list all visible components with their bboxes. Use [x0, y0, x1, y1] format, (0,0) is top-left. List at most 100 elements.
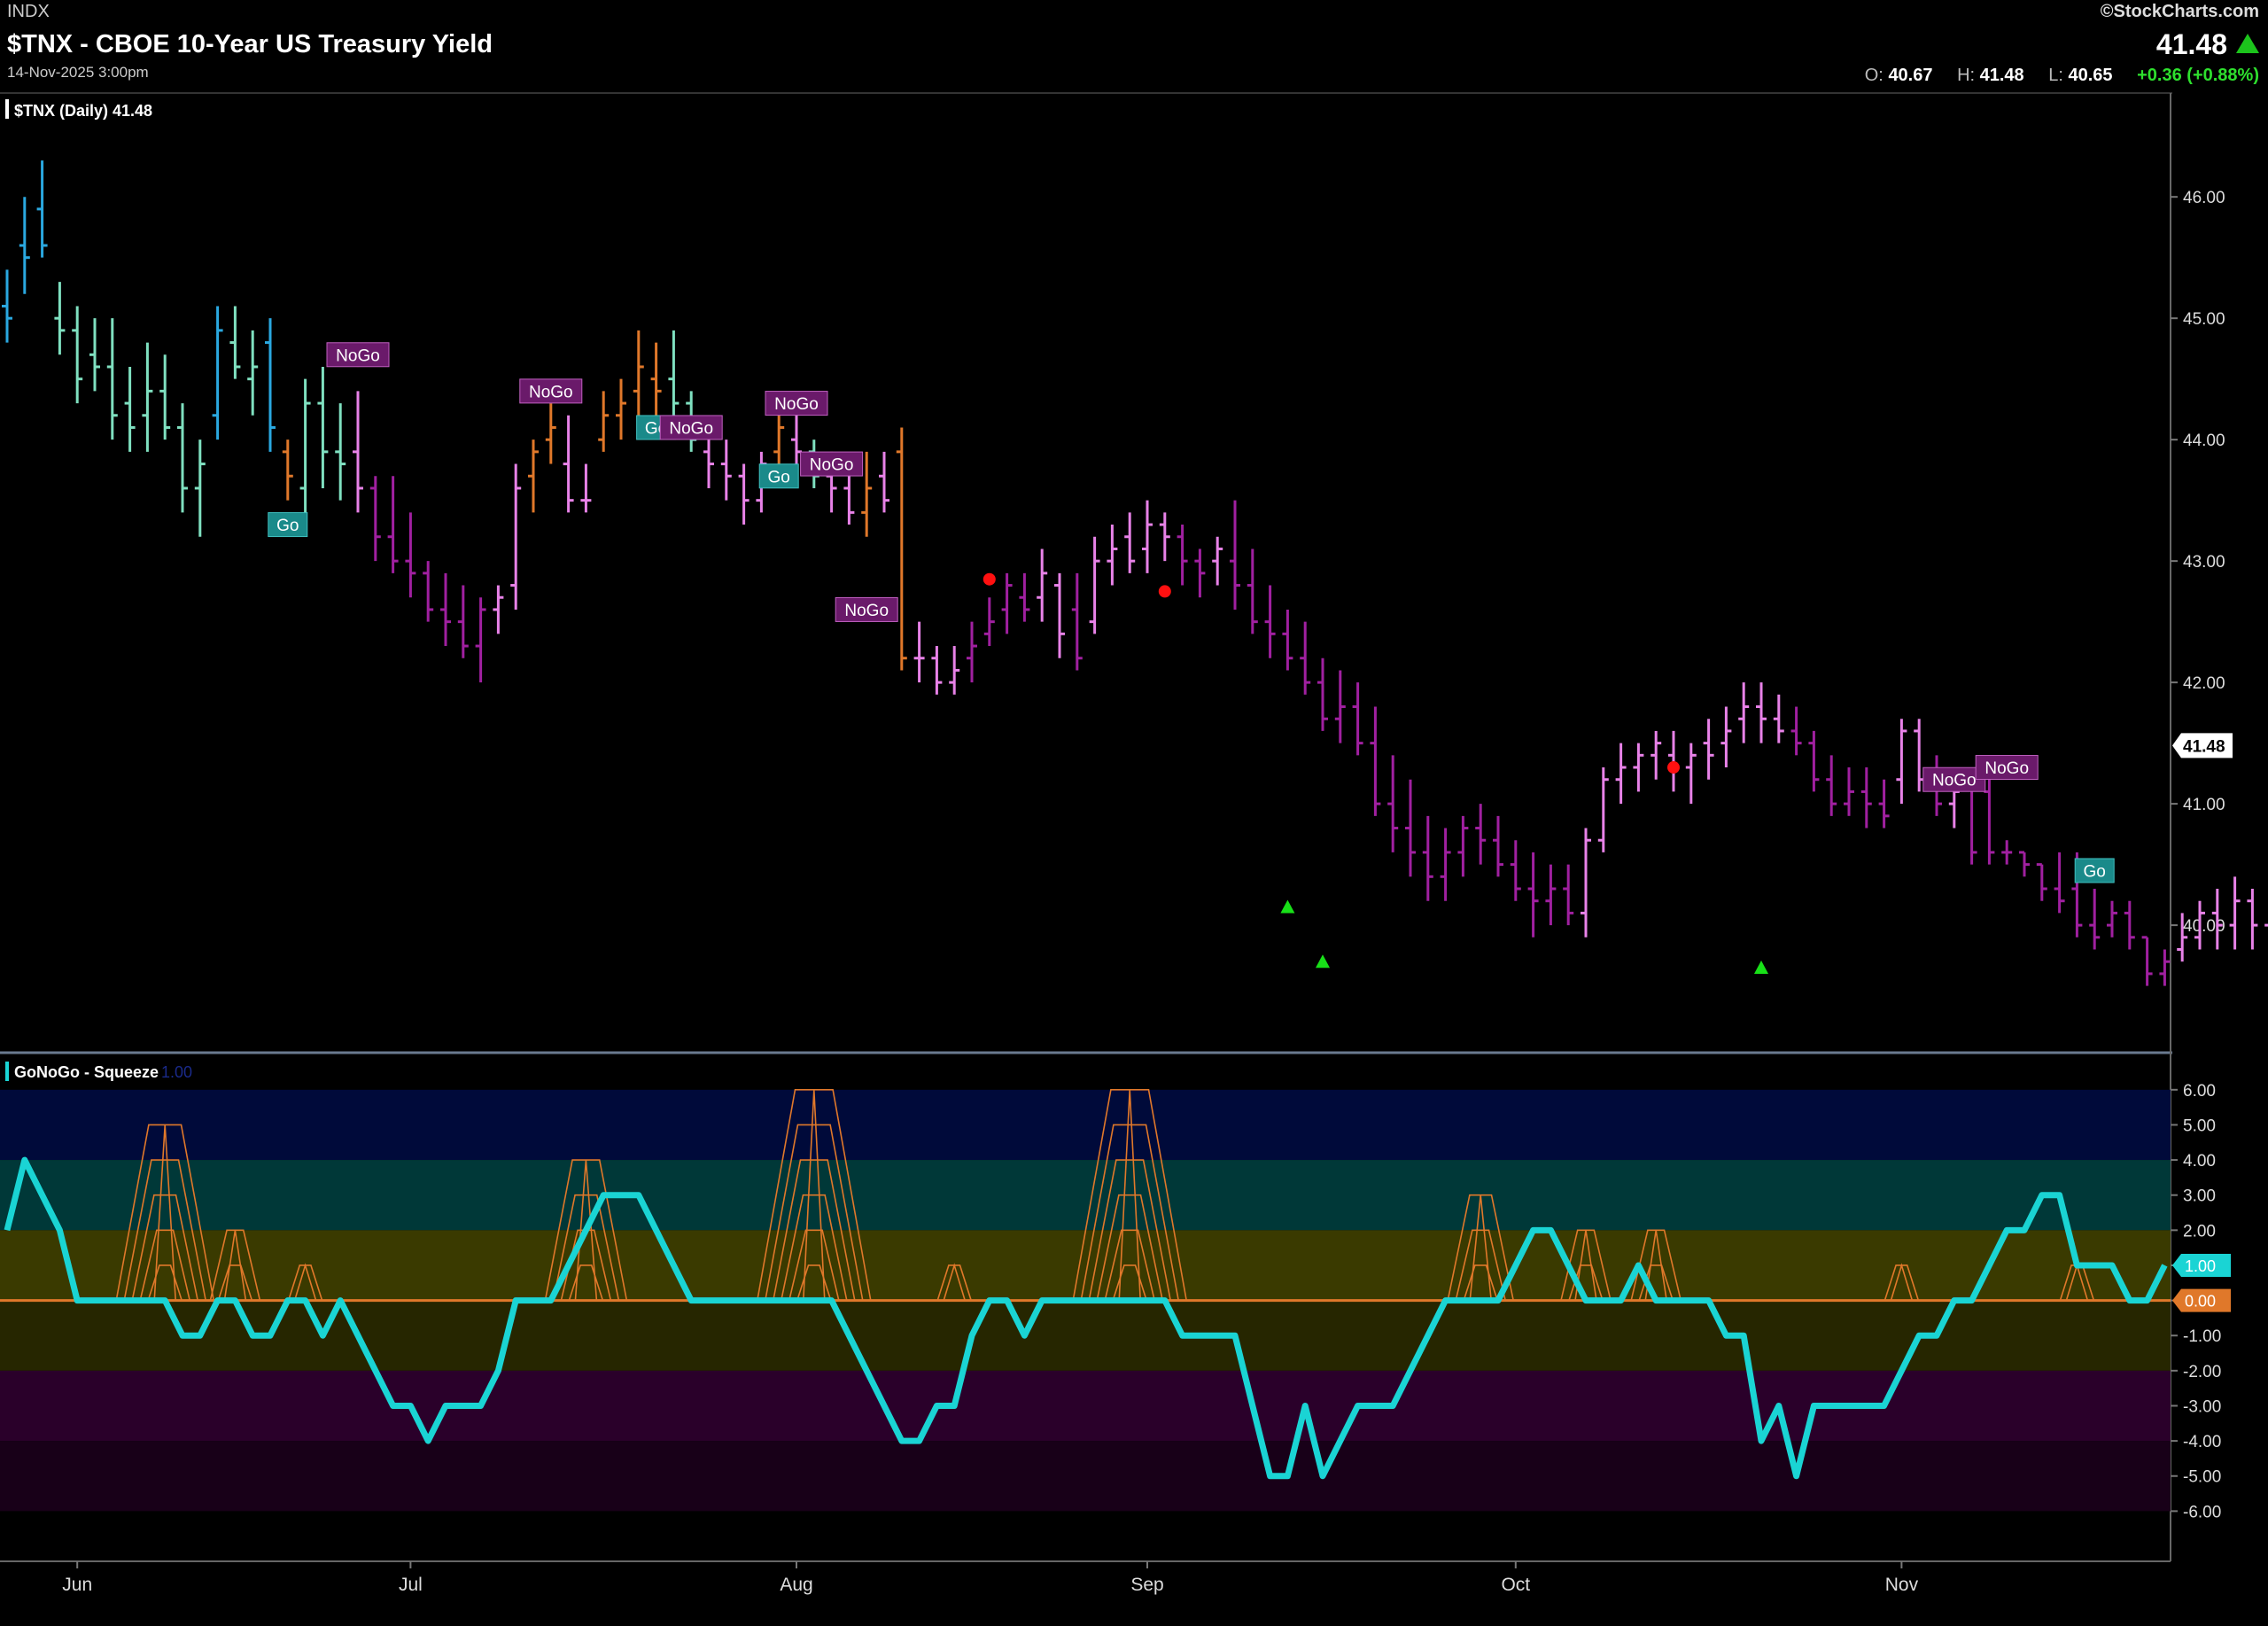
price-bar — [913, 621, 925, 683]
price-bar — [1457, 815, 1469, 877]
oscillator-band — [0, 1160, 2171, 1231]
price-bar — [1300, 621, 1311, 695]
price-bar — [299, 378, 311, 513]
price-bar — [405, 512, 416, 598]
go-label: Go — [268, 512, 308, 538]
signal-label-text: Go — [768, 468, 790, 486]
price-bar — [1773, 694, 1784, 743]
squeeze-peak — [115, 1124, 214, 1301]
price-bar — [369, 476, 381, 562]
price-bar — [54, 282, 66, 355]
price-bar — [177, 403, 188, 513]
price-bar — [580, 463, 592, 513]
price-bar — [650, 342, 662, 428]
price-bar — [335, 403, 346, 501]
change-value: +0.36 (+0.88%) — [2137, 66, 2259, 85]
price-y-tick-label: 40.00 — [2183, 917, 2225, 936]
price-bar — [1563, 864, 1574, 926]
green-triangle-marker — [1280, 899, 1295, 914]
price-bar — [2159, 949, 2171, 986]
signal-label-text: NoGo — [669, 419, 713, 438]
price-bar — [967, 621, 977, 683]
price-bar — [1194, 548, 1206, 598]
oscillator-y-tick-label: 3.00 — [2183, 1187, 2216, 1206]
price-bar — [212, 306, 223, 440]
oscillator-band — [0, 1441, 2171, 1512]
red-dot-marker — [983, 572, 996, 586]
price-bar — [2211, 889, 2223, 950]
price-bar — [2141, 936, 2153, 986]
brand-label[interactable]: ©StockCharts.com — [2100, 2, 2259, 21]
price-bar — [1896, 719, 1907, 805]
price-bar — [265, 318, 276, 452]
price-bar — [510, 463, 522, 610]
price-bar — [1282, 609, 1293, 671]
svg-text:41.48: 41.48 — [2183, 737, 2225, 756]
price-bar — [2194, 900, 2205, 950]
nogo-label: NoGo — [1975, 755, 2039, 781]
green-triangle-marker — [1754, 961, 1768, 975]
price-bar — [106, 318, 118, 440]
price-bar — [720, 440, 732, 501]
price-bar — [1633, 743, 1644, 792]
chart-datetime: 14-Nov-2025 3:00pm — [7, 64, 149, 81]
oscillator-y-tick-label: -4.00 — [2183, 1433, 2221, 1451]
price-bar — [493, 585, 504, 634]
price-bar — [1107, 525, 1118, 586]
price-bar — [2054, 852, 2065, 914]
x-axis-month-label: Jun — [62, 1575, 92, 1595]
oscillator-line — [4, 1156, 2168, 1480]
price-bar — [457, 585, 469, 658]
oscillator-y-tick-label: 5.00 — [2183, 1116, 2216, 1135]
go-label: Go — [758, 463, 799, 489]
price-bar — [440, 572, 451, 647]
oscillator-legend: GoNoGo - Squeeze 1.00 — [5, 1062, 192, 1081]
price-bar — [2107, 900, 2117, 937]
signal-label-text: NoGo — [529, 383, 573, 401]
signal-label-text: NoGo — [844, 602, 889, 620]
price-bar — [2089, 889, 2101, 950]
price-bar — [563, 415, 574, 513]
oscillator-y-tick-label: -5.00 — [2183, 1468, 2221, 1487]
oscillator-y-tick-label: -2.00 — [2183, 1363, 2221, 1381]
price-bar — [1860, 767, 1872, 829]
price-bar — [1054, 572, 1065, 658]
svg-text:1.00: 1.00 — [161, 1063, 192, 1081]
svg-text:0.00: 0.00 — [2185, 1293, 2216, 1311]
squeeze-peak — [1884, 1263, 1920, 1301]
price-bar — [633, 330, 644, 416]
price-bar — [616, 378, 626, 440]
signal-label-text: NoGo — [1984, 759, 2029, 778]
last-price: 41.48 — [2155, 28, 2227, 60]
green-triangle-marker — [1316, 954, 1330, 969]
oscillator-band — [0, 1089, 2171, 1161]
price-bar — [159, 354, 171, 440]
price-bar — [387, 476, 399, 573]
svg-text:$TNX (Daily) 41.48: $TNX (Daily) 41.48 — [14, 102, 152, 120]
price-bar — [2001, 840, 2013, 865]
x-axis-month-label: Jul — [399, 1575, 423, 1595]
last-price-tag: 41.48 — [2172, 733, 2233, 759]
squeeze-peak — [209, 1229, 261, 1301]
price-bar — [1317, 657, 1328, 731]
price-bar — [1334, 670, 1346, 743]
svg-text:1.00: 1.00 — [2185, 1257, 2216, 1275]
price-bar — [36, 160, 48, 258]
price-bar — [89, 318, 100, 392]
price-bar — [1001, 572, 1013, 634]
price-bar — [598, 391, 610, 452]
price-bar — [1089, 536, 1100, 634]
high-label: H: — [1957, 66, 1976, 85]
nogo-label: NoGo — [800, 451, 864, 477]
price-legend: $TNX (Daily) 41.48 — [5, 99, 152, 120]
price-bar — [1738, 682, 1750, 743]
oscillator-y-tick-label: 6.00 — [2183, 1082, 2216, 1101]
price-y-tick-label: 42.00 — [2183, 674, 2225, 693]
low-label: L: — [2048, 66, 2063, 85]
price-bar — [1597, 767, 1609, 852]
price-bar — [1440, 828, 1451, 901]
x-axis-month-label: Nov — [1885, 1575, 1919, 1595]
price-y-tick-label: 46.00 — [2183, 189, 2225, 207]
squeeze-peak — [1072, 1089, 1187, 1301]
price-bar — [1387, 755, 1399, 852]
